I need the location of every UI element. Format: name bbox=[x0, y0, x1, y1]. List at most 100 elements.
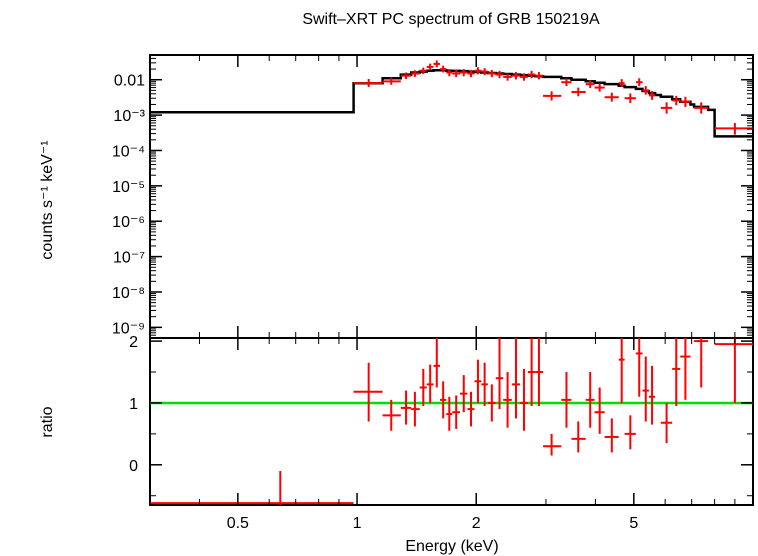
ratio-data-point bbox=[439, 381, 447, 419]
x-tick-label: 5 bbox=[629, 515, 638, 532]
spectrum-data-point bbox=[467, 69, 475, 78]
spectrum-data-point bbox=[419, 67, 427, 75]
spectrum-data-point bbox=[452, 69, 461, 78]
spectrum-data-point bbox=[535, 72, 544, 80]
ratio-data-point bbox=[642, 356, 649, 422]
ratio-data-point bbox=[460, 375, 468, 413]
ratio-data-point bbox=[400, 390, 412, 425]
ratio-data-point bbox=[680, 338, 691, 400]
spectrum-data-point bbox=[660, 102, 673, 114]
spectrum-data-point bbox=[487, 69, 496, 78]
ratio-data-point bbox=[426, 364, 434, 403]
ratio-data-point bbox=[452, 395, 461, 429]
y-tick-label-spectrum: 10⁻⁵ bbox=[112, 179, 145, 196]
spectrum-data-point bbox=[503, 73, 512, 81]
ratio-data-point bbox=[467, 391, 475, 427]
spectrum-data-point bbox=[694, 102, 709, 114]
ratio-data-point bbox=[411, 391, 420, 427]
spectrum-model-group bbox=[150, 69, 753, 138]
spectrum-data-point bbox=[635, 78, 643, 87]
ratio-data-point bbox=[150, 470, 354, 505]
ratio-data-point bbox=[520, 368, 528, 431]
ratio-data-point bbox=[604, 418, 619, 453]
ratio-data-point bbox=[618, 338, 625, 403]
y-axis-label-ratio: ratio bbox=[39, 406, 56, 437]
ratio-data-point bbox=[535, 338, 544, 407]
spectrum-data-group bbox=[353, 60, 753, 135]
ratio-data-point bbox=[543, 433, 562, 456]
spectrum-data-point bbox=[411, 70, 420, 77]
spectrum-data-point bbox=[680, 96, 691, 107]
y-tick-label-spectrum: 10⁻⁶ bbox=[112, 214, 145, 231]
ratio-data-point bbox=[419, 368, 427, 407]
spectrum-data-point bbox=[648, 91, 656, 100]
spectrum-data-point bbox=[642, 86, 649, 95]
spectrum-data-point bbox=[672, 95, 681, 106]
ratio-data-point bbox=[481, 362, 488, 407]
y-tick-label-spectrum: 10⁻⁸ bbox=[112, 285, 145, 302]
x-axis-label: Energy (keV) bbox=[405, 538, 498, 555]
spectrum-data-point bbox=[571, 87, 586, 97]
spectrum-data-point bbox=[543, 91, 562, 101]
ratio-data-point bbox=[585, 372, 595, 428]
ratio-data-point bbox=[433, 338, 440, 388]
spectrum-data-point bbox=[561, 78, 572, 87]
ratio-data-point bbox=[714, 338, 753, 403]
ratio-panel-frame bbox=[149, 337, 754, 506]
spectrum-data-point bbox=[382, 77, 401, 85]
y-axis-label-spectrum: counts s⁻¹ keV⁻¹ bbox=[39, 140, 56, 259]
ratio-data-point bbox=[487, 384, 496, 422]
ratio-data-point bbox=[694, 338, 709, 388]
x-tick-label: 1 bbox=[353, 515, 362, 532]
y-tick-label-spectrum: 10⁻⁷ bbox=[113, 250, 145, 267]
y-tick-label-spectrum: 10⁻³ bbox=[113, 108, 145, 125]
ratio-data-point bbox=[594, 387, 605, 434]
y-tick-label-ratio: 2 bbox=[129, 334, 138, 351]
spectrum-data-point bbox=[460, 69, 468, 77]
ratio-data-point bbox=[353, 362, 383, 422]
spectrum-data-point bbox=[446, 69, 453, 77]
x-tick-label: 2 bbox=[472, 515, 481, 532]
x-tick-label: 0.5 bbox=[227, 515, 249, 532]
spectrum-data-point bbox=[433, 60, 440, 68]
ratio-data-point bbox=[511, 338, 521, 419]
ratio-data-point bbox=[648, 365, 656, 425]
ratio-data-point bbox=[624, 415, 636, 450]
y-tick-label-spectrum: 10⁻⁹ bbox=[112, 320, 145, 337]
spectrum-data-point bbox=[594, 83, 605, 92]
spectrum-data-point bbox=[474, 67, 482, 75]
spectrum-data-point bbox=[604, 92, 619, 102]
y-tick-label-spectrum: 10⁻⁴ bbox=[112, 143, 145, 160]
ratio-data-point bbox=[495, 338, 504, 410]
ratio-data-point bbox=[571, 421, 586, 453]
ratio-data-point bbox=[672, 338, 681, 407]
spectrum-data-point bbox=[520, 73, 528, 81]
spectrum-data-point bbox=[624, 93, 636, 103]
spectrum-data-point bbox=[481, 68, 488, 76]
chart-title: Swift–XRT PC spectrum of GRB 150219A bbox=[302, 11, 600, 28]
model-step-line bbox=[150, 69, 753, 138]
y-tick-label-ratio: 1 bbox=[129, 396, 138, 413]
spectrum-data-point bbox=[426, 63, 434, 71]
spectrum-data-point bbox=[511, 72, 521, 80]
spectrum-data-point bbox=[714, 122, 753, 135]
ratio-data-point bbox=[382, 399, 401, 431]
spectrum-data-point bbox=[585, 80, 595, 89]
spectrum-data-point bbox=[495, 70, 504, 79]
ratio-data-point bbox=[527, 338, 536, 407]
ratio-data-point bbox=[635, 338, 643, 397]
spectrum-data-point bbox=[439, 65, 447, 73]
ratio-data-point bbox=[474, 359, 482, 403]
ratio-data-point bbox=[561, 372, 572, 428]
spectrum-data-point bbox=[618, 79, 625, 88]
y-tick-label-ratio: 0 bbox=[129, 458, 138, 475]
ratio-data-point bbox=[446, 396, 453, 431]
y-tick-label-spectrum: 0.01 bbox=[114, 73, 145, 90]
spectrum-data-point bbox=[353, 78, 383, 88]
ratio-panel bbox=[149, 337, 754, 506]
spectrum-data-point bbox=[400, 72, 412, 79]
ratio-data-point bbox=[503, 372, 512, 428]
ratio-data-group bbox=[150, 338, 753, 505]
ratio-data-point bbox=[660, 402, 673, 444]
